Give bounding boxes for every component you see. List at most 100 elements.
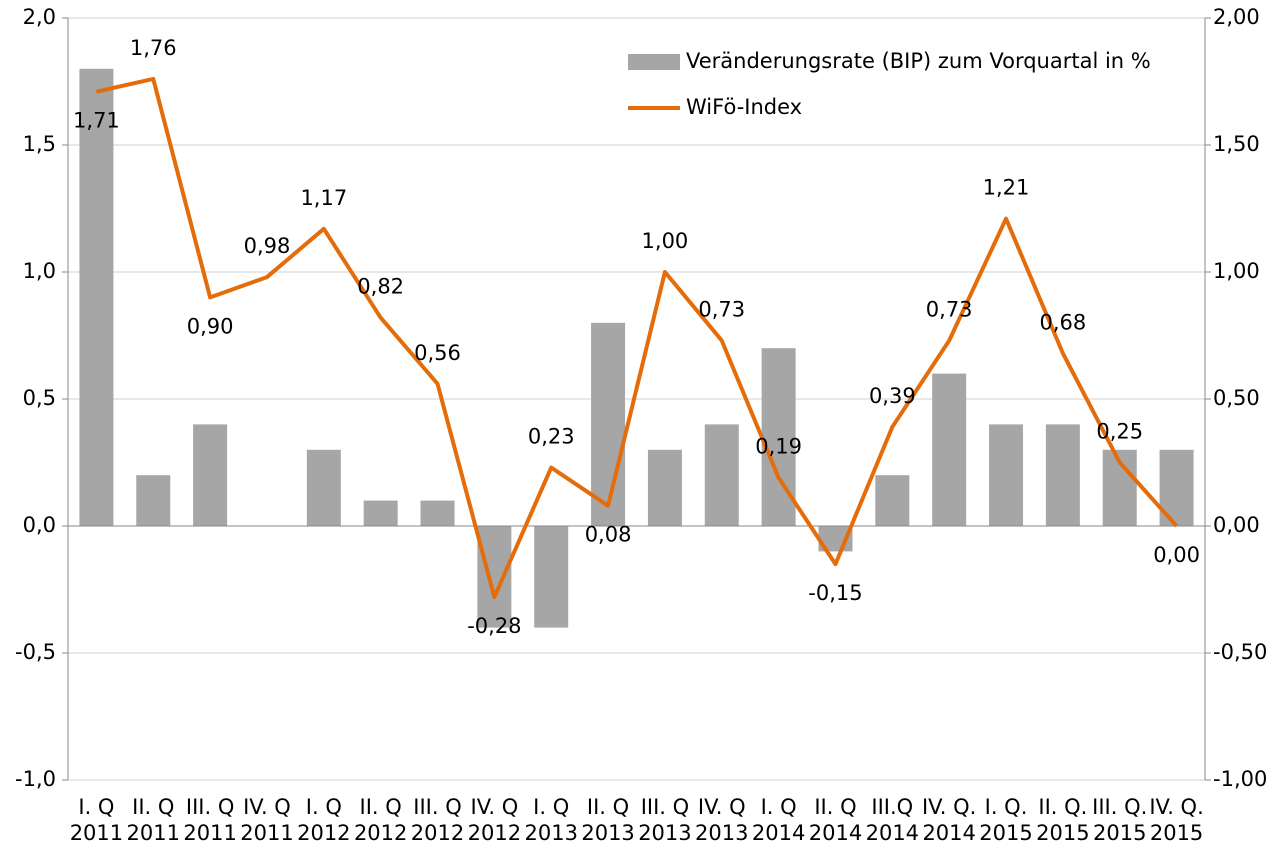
x-tick-label-line: IV. Q. <box>922 795 976 819</box>
data-label: 0,90 <box>187 314 234 338</box>
data-label: 0,00 <box>1153 543 1200 567</box>
y-tick-label: 0,0 <box>23 513 56 537</box>
y2-tick-label: -1,00 <box>1213 767 1267 791</box>
x-tick-label-line: 2012 <box>297 821 350 845</box>
y2-tick-label: 1,50 <box>1213 132 1260 156</box>
data-label: 0,39 <box>869 384 916 408</box>
x-tick-label: I. Q 2014 <box>752 795 805 845</box>
x-tick-label-line: 2013 <box>695 821 748 845</box>
x-tick-label-line: 2011 <box>127 821 180 845</box>
data-label: -0,15 <box>808 581 862 605</box>
y-tick-label: -1,0 <box>15 767 56 791</box>
bar <box>136 475 171 526</box>
x-tick-label: IV. Q. 2014 <box>922 795 976 845</box>
x-tick-label-line: IV. Q. <box>1149 795 1203 819</box>
data-label: 1,71 <box>73 109 120 133</box>
x-tick-label-line: 2012 <box>411 821 464 845</box>
bar <box>193 424 228 526</box>
data-label: 0,98 <box>244 234 291 258</box>
x-tick-label-line: 2012 <box>468 821 521 845</box>
x-tick-label: I. Q 2011 <box>70 795 123 845</box>
x-tick-label-line: III. Q <box>641 795 689 819</box>
x-tick-label-line: I. Q <box>533 795 569 819</box>
x-tick-label: III. Q 2012 <box>411 795 464 845</box>
y-tick-label: 1,0 <box>23 259 56 283</box>
data-label: 1,21 <box>983 176 1030 200</box>
data-label: 1,17 <box>300 186 347 210</box>
x-tick-label: IV. Q. 2015 <box>1149 795 1203 845</box>
x-tick-label: I. Q 2012 <box>297 795 350 845</box>
legend-label: Veränderungsrate (BIP) zum Vorquartal in… <box>686 49 1151 73</box>
x-tick-label-line: IV. Q <box>243 795 291 819</box>
x-tick-label-line: II. Q <box>360 795 402 819</box>
bar <box>420 500 455 526</box>
data-label: 0,23 <box>528 425 575 449</box>
bar <box>1045 424 1080 526</box>
x-tick-label-line: 2013 <box>524 821 577 845</box>
x-tick-label: II. Q. 2015 <box>1036 795 1089 845</box>
y-tick-label: -0,5 <box>15 640 56 664</box>
x-tick-label-line: I. Q. <box>985 795 1028 819</box>
bar <box>647 449 682 526</box>
bar <box>363 500 398 526</box>
x-tick-label-line: 2014 <box>922 821 975 845</box>
data-label: 0,68 <box>1039 310 1086 334</box>
data-label: 0,73 <box>926 298 973 322</box>
y-tick-label: 2,0 <box>23 5 56 29</box>
x-tick-label-line: III. Q <box>186 795 234 819</box>
x-tick-label-line: 2015 <box>1150 821 1203 845</box>
x-tick-label: II. Q 2014 <box>809 795 862 845</box>
x-tick-label-line: 2015 <box>1093 821 1146 845</box>
data-label: 1,00 <box>642 229 689 253</box>
x-tick-label-line: I. Q <box>306 795 342 819</box>
y2-tick-label: 0,00 <box>1213 513 1260 537</box>
x-tick-label-line: 2014 <box>752 821 805 845</box>
x-tick-label-line: I. Q <box>761 795 797 819</box>
bar <box>79 68 114 527</box>
bar <box>875 475 910 526</box>
x-tick-label-line: 2015 <box>1036 821 1089 845</box>
x-tick-label: III. Q. 2015 <box>1092 795 1147 845</box>
y-tick-label: 0,5 <box>23 386 56 410</box>
x-tick-label-line: 2014 <box>866 821 919 845</box>
x-tick-label-line: 2013 <box>581 821 634 845</box>
x-tick-label: I. Q 2013 <box>524 795 577 845</box>
x-tick-label: III. Q 2013 <box>638 795 691 845</box>
bar <box>989 424 1024 526</box>
x-tick-label-line: 2011 <box>240 821 293 845</box>
x-tick-label-line: 2014 <box>809 821 862 845</box>
x-tick-label: II. Q 2012 <box>354 795 407 845</box>
x-tick-label-line: 2015 <box>979 821 1032 845</box>
bar <box>704 424 739 526</box>
data-label: 0,82 <box>357 275 404 299</box>
bar <box>534 526 569 628</box>
data-label: -0,28 <box>467 614 521 638</box>
x-tick-label-line: I. Q <box>78 795 114 819</box>
x-tick-label: II. Q 2011 <box>127 795 180 845</box>
data-label: 1,76 <box>130 36 177 60</box>
y2-tick-label: 2,00 <box>1213 5 1260 29</box>
x-tick-label-line: III.Q <box>871 795 913 819</box>
bar <box>306 449 341 526</box>
x-tick-label: II. Q 2013 <box>581 795 634 845</box>
bar <box>477 526 512 628</box>
x-tick-label-line: III. Q <box>413 795 461 819</box>
x-tick-label-line: II. Q. <box>1038 795 1087 819</box>
legend-label: WiFö-Index <box>686 95 802 119</box>
x-tick-label: IV. Q 2011 <box>240 795 293 845</box>
x-tick-label-line: IV. Q <box>471 795 519 819</box>
data-label: 0,73 <box>698 298 745 322</box>
x-tick-label: III.Q 2014 <box>866 795 919 845</box>
y2-tick-label: 0,50 <box>1213 386 1260 410</box>
x-tick-label: I. Q. 2015 <box>979 795 1032 845</box>
x-tick-label-line: 2011 <box>183 821 236 845</box>
x-tick-label: III. Q 2011 <box>183 795 236 845</box>
y-tick-label: 1,5 <box>23 132 56 156</box>
x-tick-label-line: 2011 <box>70 821 123 845</box>
x-tick-label-line: II. Q <box>814 795 856 819</box>
x-tick-label: IV. Q 2013 <box>695 795 748 845</box>
bar <box>932 373 967 526</box>
x-tick-label-line: 2012 <box>354 821 407 845</box>
bar <box>591 322 626 526</box>
